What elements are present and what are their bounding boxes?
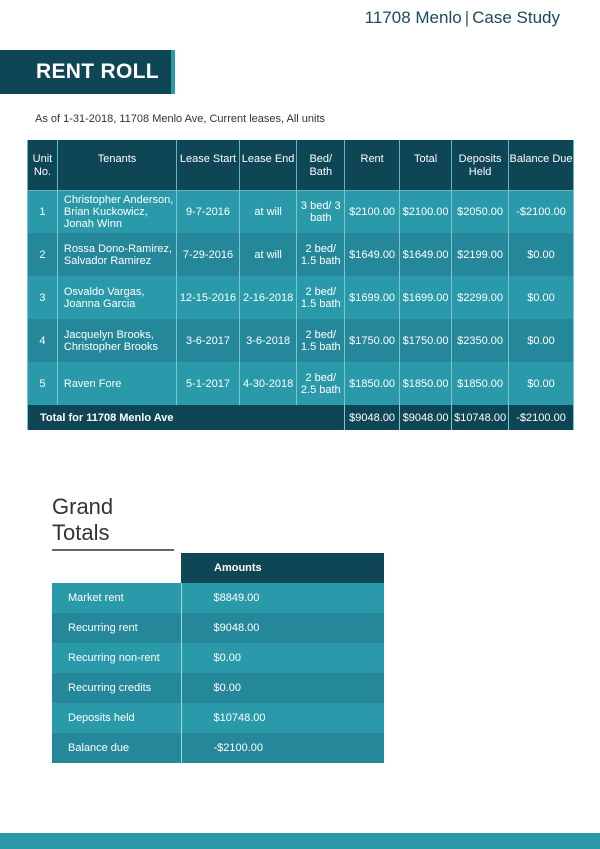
- cell-balance: -$2100.00: [508, 190, 574, 233]
- cell-tenants: Osvaldo Vargas, Joanna Garcia: [56, 276, 178, 319]
- column-header: Unit No.: [27, 140, 58, 191]
- cell-deposits: $2199.00: [451, 233, 510, 276]
- column-header: Balance Due: [508, 140, 574, 191]
- cell-rent: $1699.00: [344, 276, 401, 319]
- total-row: Total for 11708 Menlo Ave $9048.00 $9048.0…: [26, 405, 574, 430]
- cell-rent: $1649.00: [344, 233, 401, 276]
- table-row: 3 Osvaldo Vargas, Joanna Garcia 12-15-2016…: [27, 276, 574, 319]
- cell-total: $1649.00: [399, 233, 453, 276]
- table-row: 5 Raven Fore 5-1-2017 4-30-2018 2 bed/ 2.5 b…: [27, 362, 574, 405]
- cell-end: at will: [238, 233, 298, 276]
- cell-deposits: $2350.00: [451, 319, 510, 362]
- column-header: Rent: [344, 140, 401, 191]
- rent-roll-banner: RENT ROLL: [0, 50, 175, 94]
- total-label: Market rent: [52, 583, 181, 613]
- cell-bedbath: 2 bed/ 2.5 bath: [296, 362, 346, 405]
- total-label: Deposits held: [52, 703, 181, 733]
- table-row: Balance due -$2100.00: [52, 733, 384, 763]
- column-header: Bed/ Bath: [296, 140, 346, 191]
- rent-roll-table: Unit No. Tenants Lease Start Lease End Bed/ …: [26, 140, 574, 430]
- table-row: 4 Jacquelyn Brooks, Christopher Brooks 3-6…: [27, 319, 574, 362]
- cell-end: 4-30-2018: [238, 362, 298, 405]
- cell-unit: 5: [27, 362, 58, 405]
- grand-totals-table: Amounts Market rent $8849.00 Recurring ren…: [52, 553, 384, 763]
- table-header-row: Amounts: [52, 553, 384, 583]
- grand-totals-title: Grand Totals: [52, 494, 174, 551]
- total-label: Recurring non-rent: [52, 643, 181, 673]
- cell-total: $2100.00: [399, 190, 453, 233]
- cell-deposits: $1850.00: [451, 362, 510, 405]
- cell-deposits: $2050.00: [451, 190, 510, 233]
- column-header: Deposits Held: [451, 140, 510, 191]
- total-label: Recurring rent: [52, 613, 181, 643]
- banner-title: RENT ROLL: [36, 60, 159, 83]
- cell-deposits: $2299.00: [451, 276, 510, 319]
- cell-end: 2-16-2018: [238, 276, 298, 319]
- cell-tenants: Rossa Dono-Ramirez, Salvador Ramirez: [56, 233, 178, 276]
- section-name: Case Study: [472, 8, 560, 27]
- total-label: Recurring credits: [52, 673, 181, 703]
- cell-balance: $0.00: [508, 362, 574, 405]
- cell-tenants: Jacquelyn Brooks, Christopher Brooks: [56, 319, 178, 362]
- cell-start: 5-1-2017: [176, 362, 240, 405]
- document-header: 11708 Menlo | Case Study: [365, 8, 560, 28]
- cell-end: at will: [238, 190, 298, 233]
- total-rent: $9048.00: [344, 405, 401, 430]
- total-value: $9048.00: [180, 613, 384, 643]
- cell-rent: $1750.00: [344, 319, 401, 362]
- total-value: $10748.00: [180, 703, 384, 733]
- column-header: Tenants: [56, 140, 178, 191]
- table-row: Recurring rent $9048.00: [52, 613, 384, 643]
- footer-bar: [0, 833, 600, 849]
- cell-rent: $1850.00: [344, 362, 401, 405]
- table-row: Recurring credits $0.00: [52, 673, 384, 703]
- cell-unit: 4: [27, 319, 58, 362]
- cell-unit: 2: [27, 233, 58, 276]
- total-deposits: $10748.00: [451, 405, 510, 430]
- property-name: 11708 Menlo: [364, 8, 462, 27]
- cell-tenants: Raven Fore: [56, 362, 178, 405]
- cell-balance: $0.00: [508, 233, 574, 276]
- table-header-row: Unit No. Tenants Lease Start Lease End Bed/ …: [27, 140, 574, 191]
- cell-start: 12-15-2016: [176, 276, 240, 319]
- total-value: $0.00: [180, 643, 384, 673]
- cell-total: $1750.00: [399, 319, 453, 362]
- blank-header-cell: [52, 553, 181, 583]
- total-label: Total for 11708 Menlo Ave: [26, 405, 346, 430]
- column-header: Lease Start: [176, 140, 240, 191]
- cell-start: 9-7-2016: [176, 190, 240, 233]
- cell-balance: $0.00: [508, 276, 574, 319]
- table-row: Deposits held $10748.00: [52, 703, 384, 733]
- table-row: 1 Christopher Anderson, Brian Kuckowicz, …: [27, 190, 574, 233]
- cell-rent: $2100.00: [344, 190, 401, 233]
- header-separator: |: [464, 8, 470, 27]
- total-value: -$2100.00: [180, 733, 384, 763]
- cell-unit: 1: [27, 190, 58, 233]
- cell-bedbath: 3 bed/ 3 bath: [296, 190, 346, 233]
- cell-bedbath: 2 bed/ 1.5 bath: [296, 233, 346, 276]
- column-header: Total: [399, 140, 453, 191]
- total-value: $0.00: [180, 673, 384, 703]
- amounts-header: Amounts: [181, 553, 384, 583]
- cell-bedbath: 2 bed/ 1.5 bath: [296, 276, 346, 319]
- column-header: Lease End: [238, 140, 298, 191]
- cell-balance: $0.00: [508, 319, 574, 362]
- cell-start: 7-29-2016: [176, 233, 240, 276]
- cell-total: $1699.00: [399, 276, 453, 319]
- cell-tenants: Christopher Anderson, Brian Kuckowicz, J…: [56, 190, 178, 233]
- cell-unit: 3: [27, 276, 58, 319]
- total-label: Balance due: [52, 733, 181, 763]
- cell-start: 3-6-2017: [176, 319, 240, 362]
- total-total: $9048.00: [399, 405, 453, 430]
- table-row: Market rent $8849.00: [52, 583, 384, 613]
- cell-bedbath: 2 bed/ 1.5 bath: [296, 319, 346, 362]
- cell-end: 3-6-2018: [238, 319, 298, 362]
- report-subtitle: As of 1-31-2018, 11708 Menlo Ave, Curren…: [35, 113, 326, 125]
- cell-total: $1850.00: [399, 362, 453, 405]
- total-value: $8849.00: [180, 583, 384, 613]
- table-row: Recurring non-rent $0.00: [52, 643, 384, 673]
- total-balance: -$2100.00: [508, 405, 574, 430]
- table-row: 2 Rossa Dono-Ramirez, Salvador Ramirez 7-2…: [27, 233, 574, 276]
